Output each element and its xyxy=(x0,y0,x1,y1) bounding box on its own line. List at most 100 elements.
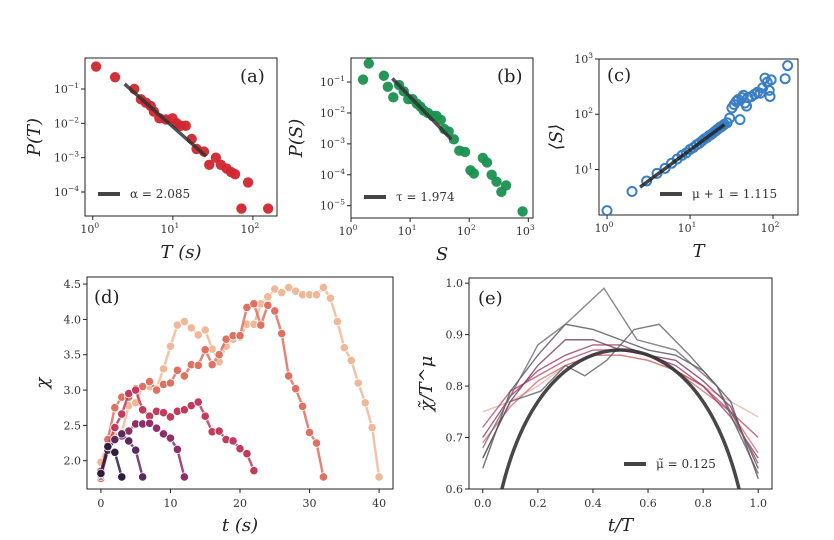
data-point xyxy=(367,422,377,433)
data-point xyxy=(270,306,280,316)
y-tick-label: 4.5 xyxy=(64,278,82,291)
data-point xyxy=(235,331,245,341)
data-point xyxy=(193,360,203,370)
data-point xyxy=(124,436,134,446)
panel-label: (c) xyxy=(607,65,631,86)
data-point xyxy=(325,293,336,303)
panel-label: (a) xyxy=(240,66,265,87)
data-point xyxy=(378,70,390,81)
y-tick-label: 10−2 xyxy=(320,105,345,120)
data-point xyxy=(138,405,148,415)
axes-frame xyxy=(468,277,773,490)
x-axis-label: T xyxy=(692,241,706,262)
data-point xyxy=(179,405,189,415)
data-point xyxy=(782,60,794,72)
y-tick-label: 0.8 xyxy=(446,380,464,393)
data-point xyxy=(165,378,176,388)
data-point xyxy=(214,426,224,436)
data-point xyxy=(179,371,189,381)
data-point xyxy=(277,287,287,298)
data-point xyxy=(158,408,169,418)
x-tick-label: 0.8 xyxy=(694,497,712,510)
data-point xyxy=(172,365,183,375)
y-tick-label: 102 xyxy=(574,106,593,121)
data-point xyxy=(363,58,374,69)
data-point xyxy=(724,112,736,124)
x-tick-label: 0.4 xyxy=(584,497,602,510)
x-tick-label: 102 xyxy=(761,220,780,235)
data-point xyxy=(435,114,446,126)
x-tick-label: 0.6 xyxy=(639,497,657,510)
y-tick-label: 0.7 xyxy=(446,432,464,445)
data-point xyxy=(517,206,528,217)
series-line xyxy=(482,323,759,474)
fit-line xyxy=(391,77,453,141)
y-tick-label: 10−1 xyxy=(54,81,79,96)
panel-a: 100 101 102 10−1 10−2 10−3 10−4 (a) α = 2.085 T (… xyxy=(24,57,278,263)
panel-label: (e) xyxy=(478,288,503,309)
x-tick-label: 100 xyxy=(339,223,358,238)
y-tick-label: 0.6 xyxy=(446,483,464,496)
y-axis-label: P(S) xyxy=(286,119,307,159)
x-tick-label: 30 xyxy=(303,497,317,510)
data-point xyxy=(779,73,791,85)
y-tick-label: 2.0 xyxy=(64,455,82,468)
data-point xyxy=(165,433,176,443)
data-point xyxy=(382,81,394,93)
data-point xyxy=(304,427,315,438)
data-point xyxy=(284,371,294,381)
fit-line xyxy=(639,123,726,189)
data-point xyxy=(764,90,776,102)
data-point xyxy=(256,320,266,330)
series-line xyxy=(482,344,759,459)
x-tick-label: 0 xyxy=(97,497,104,510)
data-point xyxy=(103,441,113,452)
x-tick-label: 100 xyxy=(80,221,99,236)
data-point xyxy=(151,385,162,395)
data-point xyxy=(110,447,120,457)
series-line xyxy=(482,287,759,464)
y-tick-label: 10−5 xyxy=(320,198,345,213)
x-tick-label: 103 xyxy=(516,223,535,238)
data-point xyxy=(332,316,342,327)
plot-area xyxy=(357,58,528,217)
data-point xyxy=(277,328,287,339)
data-point xyxy=(214,350,224,360)
data-point xyxy=(179,472,189,482)
panel-label: (b) xyxy=(497,66,523,87)
data-point xyxy=(193,397,203,407)
y-axis-label: ⟨S⟩ xyxy=(546,124,567,150)
series-line xyxy=(482,339,759,469)
data-point xyxy=(297,401,308,411)
data-point xyxy=(263,292,273,302)
panel-e: 0.0 0.2 0.4 0.6 0.8 1.0 0.6 0.7 0.8 0.9 1.0 (e) μ̃ =… xyxy=(416,277,773,536)
y-tick-label: 0.9 xyxy=(446,329,464,342)
legend-label: μ + 1 = 1.115 xyxy=(692,187,777,201)
data-point xyxy=(165,341,176,351)
data-point xyxy=(357,74,369,85)
data-point xyxy=(179,316,189,327)
x-tick-label: 0.2 xyxy=(529,497,547,510)
x-axis-label: t (s) xyxy=(222,515,258,536)
data-point xyxy=(96,468,106,479)
data-point xyxy=(318,282,329,293)
data-point xyxy=(131,385,141,395)
data-point xyxy=(765,74,777,86)
data-point xyxy=(311,438,322,448)
data-point xyxy=(242,449,252,459)
data-point xyxy=(263,300,273,310)
data-point xyxy=(339,343,349,353)
data-point xyxy=(491,176,502,187)
data-point xyxy=(165,412,176,422)
y-tick-label: 101 xyxy=(574,161,593,176)
data-point xyxy=(109,72,121,83)
y-tick-label: 10−1 xyxy=(320,74,345,89)
legend-label: α = 2.085 xyxy=(130,187,190,201)
plot-area xyxy=(96,282,384,483)
data-point xyxy=(388,92,399,103)
y-tick-label: 10−4 xyxy=(54,184,79,199)
y-tick-label: 10−4 xyxy=(320,167,345,182)
data-point xyxy=(228,436,238,446)
data-point xyxy=(110,422,120,433)
data-point xyxy=(172,444,183,455)
